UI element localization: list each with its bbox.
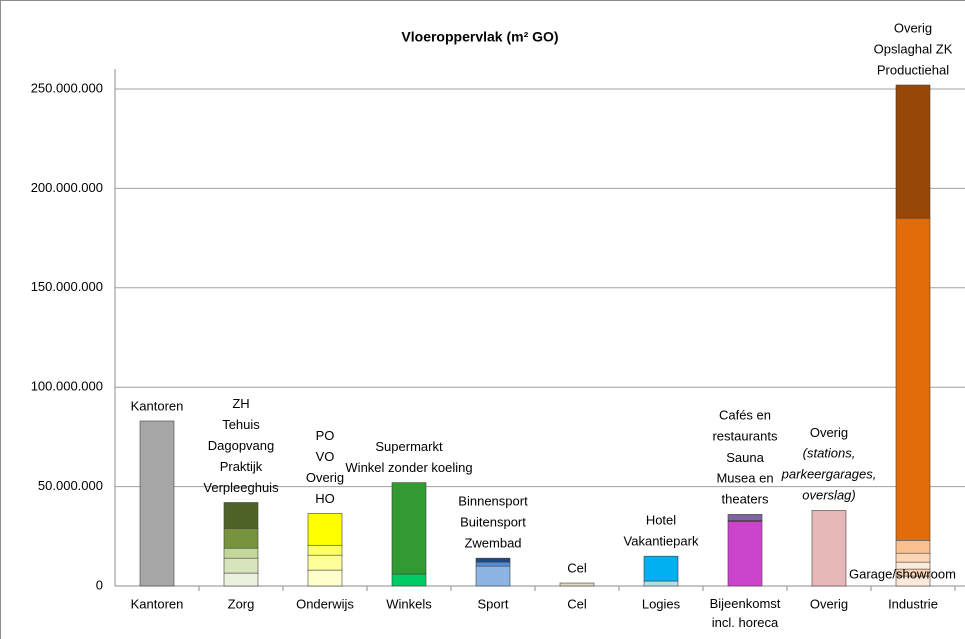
bar-segment [643,580,679,587]
bar-segment [475,557,511,563]
segment-label: Tehuis [222,417,260,432]
chart-title: Vloeroppervlak (m² GO) [401,29,558,45]
segment-label: VO [316,449,335,464]
segment-label: Buitensport [460,515,526,530]
segment-label: Overig [810,425,848,440]
bar-segment [223,572,259,587]
bar-segment [223,502,259,529]
bar-segment [727,514,763,521]
segment-label: Winkel zonder koeling [345,460,472,475]
bar-segment [895,539,931,554]
y-tick-label: 50.000.000 [38,478,103,493]
segment-label: Musea en theaters [716,471,773,507]
y-tick-label: 200.000.000 [31,180,103,195]
segment-label: HO [315,491,335,506]
segment-label: Binnensport [458,494,528,509]
segment-note: (stations, parkeergarages, overslag) [781,446,877,503]
segment-label: Kantoren [131,398,184,413]
bar-segment [223,528,259,549]
segment-label: Praktijk [220,459,263,474]
x-tick-label: Zorg [228,596,255,611]
x-tick-label: Cel [567,596,587,611]
segment-label: Cel [567,560,587,575]
x-tick-label: Overig [810,596,848,611]
segment-label: Overig [894,20,932,35]
bar-segment [391,482,427,575]
bar-segment [391,573,427,587]
bar-segment [139,420,175,587]
bar-segment [727,521,763,587]
segment-label: Zwembad [464,536,521,551]
x-tick-label: Winkels [386,596,432,611]
segment-label: Vakantiepark [624,534,699,549]
segment-label: Overig [306,470,344,485]
bar-segment [811,510,847,587]
bar-segment [643,555,679,582]
segment-label: Verpleeghuis [203,480,279,495]
segment-label: Productiehal [877,62,949,77]
y-tick-label: 100.000.000 [31,379,103,394]
segment-label: Opslaghal ZK [874,41,953,56]
segment-label: ZH [232,396,249,411]
bar-segment [895,217,931,541]
bar-segment [307,544,343,556]
segment-label: Cafés en restaurants [712,408,778,444]
segment-label: Sauna [726,450,764,465]
segment-label: Supermarkt [375,439,443,454]
bar-segment [475,561,511,567]
bar-segment [895,552,931,563]
bar-segment [307,554,343,571]
y-tick-label: 250.000.000 [31,80,103,95]
segment-label: PO [316,428,335,443]
bar-segment [223,557,259,574]
bar-segment [895,84,931,219]
x-tick-label: Sport [477,596,508,611]
x-tick-label: Bijeenkomst incl. horeca [710,596,781,630]
bar-segment [559,582,595,587]
segment-label: Dagopvang [208,438,275,453]
x-tick-label: Kantoren [131,596,184,611]
bar-segment [475,565,511,587]
bar-segment [307,513,343,546]
bar-segment [223,547,259,559]
x-tick-label: Logies [642,596,681,611]
bar-segment [307,569,343,587]
y-tick-label: 150.000.000 [31,279,103,294]
x-tick-label: Onderwijs [296,596,354,611]
x-tick-label: Industrie [888,596,938,611]
segment-label: Garage/showroom [849,566,956,581]
segment-label: Hotel [646,513,676,528]
y-tick-label: 0 [96,577,103,592]
